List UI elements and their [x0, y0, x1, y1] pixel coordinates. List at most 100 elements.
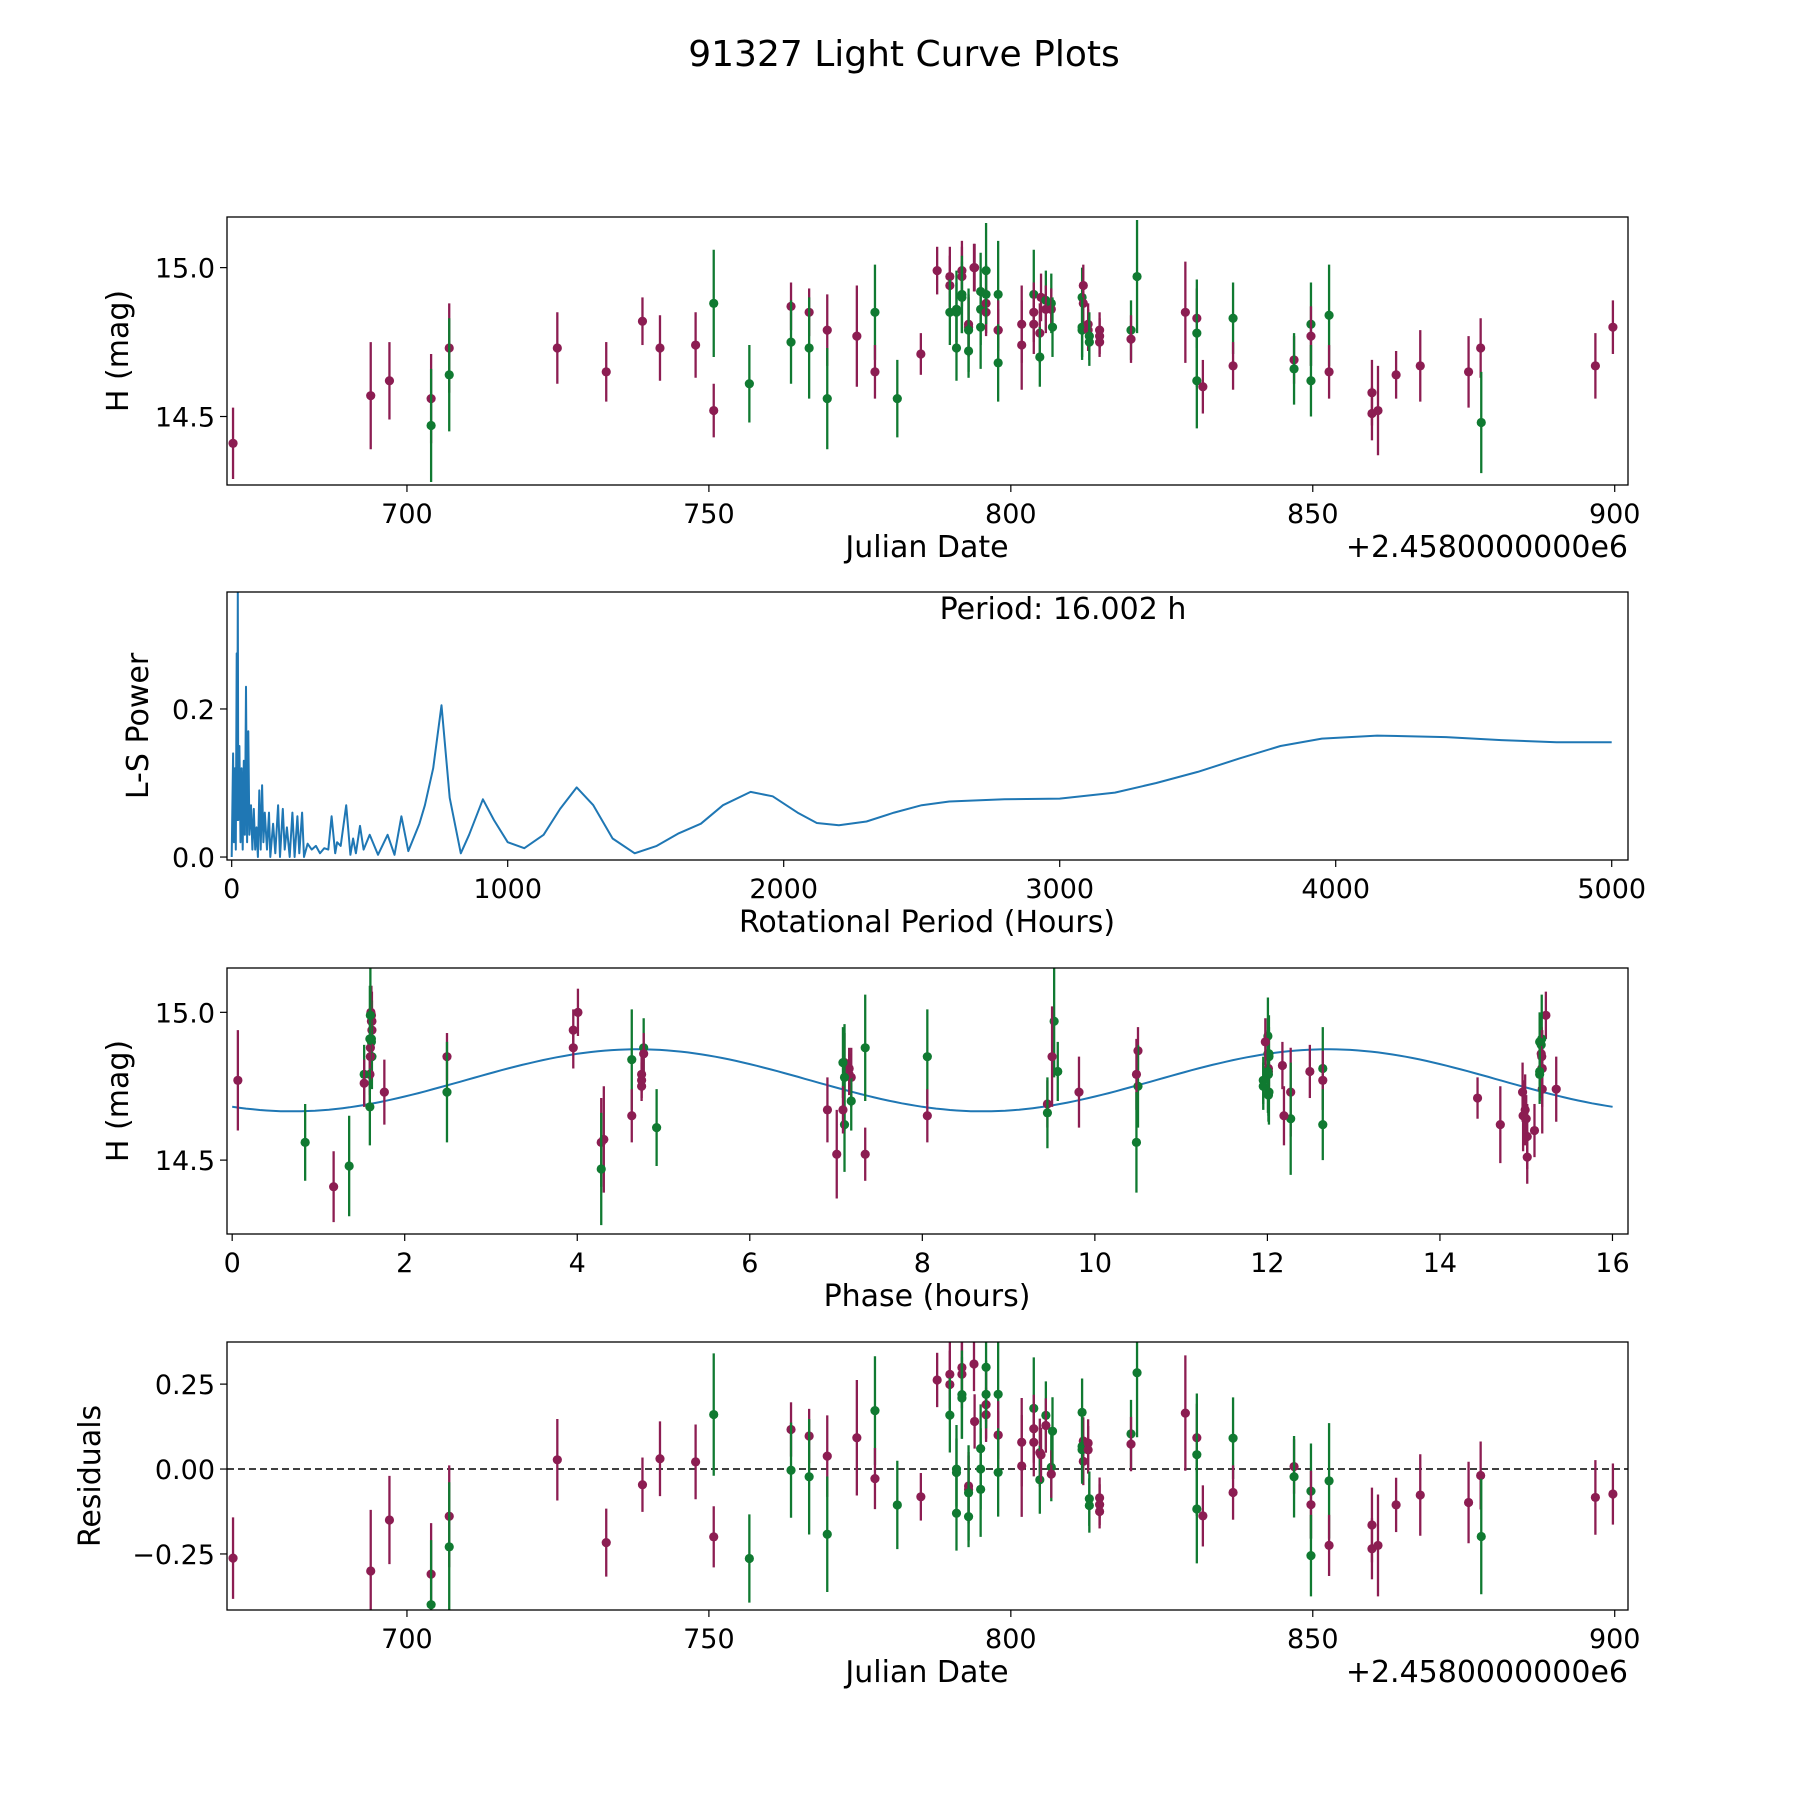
residual	[969, 1342, 979, 1392]
phased-observation	[652, 1089, 662, 1167]
data-point	[1095, 1506, 1105, 1517]
residual	[1017, 1415, 1027, 1517]
data-point	[1277, 1060, 1288, 1071]
data-point	[228, 1553, 238, 1563]
data-point	[951, 1467, 962, 1478]
y-axis-label: L-S Power	[121, 652, 156, 799]
data-point	[709, 298, 719, 308]
data-point	[1036, 1450, 1046, 1460]
observation	[852, 285, 862, 387]
data-point	[846, 1096, 856, 1106]
data-point	[951, 307, 962, 317]
data-point	[932, 266, 942, 276]
data-point	[639, 1049, 649, 1059]
residual	[1047, 1397, 1058, 1466]
observation	[932, 246, 942, 295]
phased-observation	[573, 988, 583, 1036]
phased-observation	[300, 1103, 310, 1181]
x-axis-label: Rotational Period (Hours)	[739, 905, 1115, 940]
residual	[1083, 1426, 1093, 1474]
data-point	[552, 1455, 562, 1465]
data-point	[1228, 1433, 1238, 1443]
data-point	[1258, 1081, 1268, 1091]
data-point	[1476, 1470, 1486, 1481]
residual	[1029, 1408, 1039, 1477]
residual	[852, 1379, 862, 1496]
data-point	[379, 1087, 389, 1097]
residual	[1289, 1435, 1299, 1518]
data-point	[573, 1007, 583, 1017]
x-tick-label: 2000	[749, 874, 818, 905]
data-point	[1608, 1489, 1618, 1499]
data-point	[233, 1075, 243, 1085]
observation	[1306, 345, 1316, 417]
observation	[870, 345, 880, 399]
data-point	[1373, 1540, 1383, 1551]
data-point	[1035, 1475, 1045, 1485]
data-point	[329, 1182, 339, 1192]
y-tick-label: 15.0	[155, 254, 215, 285]
observation	[1463, 336, 1474, 408]
data-point	[1324, 1476, 1334, 1486]
observation	[444, 318, 454, 432]
data-point	[860, 1043, 870, 1053]
observation	[1084, 318, 1094, 366]
residual	[1608, 1463, 1618, 1525]
residual	[916, 1473, 926, 1521]
phased-observation	[1131, 1092, 1142, 1193]
data-point	[822, 1451, 832, 1461]
observation	[709, 249, 719, 357]
observation	[691, 312, 701, 378]
data-point	[1517, 1087, 1528, 1097]
phased-observation	[1517, 1062, 1528, 1122]
data-point	[1476, 1531, 1486, 1542]
plot-area	[228, 219, 1618, 483]
plot-area	[232, 968, 1613, 1226]
data-point	[426, 420, 436, 431]
data-point	[1132, 271, 1142, 282]
x-tick-label: 5000	[1577, 874, 1646, 905]
data-point	[1192, 376, 1202, 386]
data-point	[822, 1105, 833, 1115]
data-point	[691, 340, 701, 350]
residual	[384, 1475, 395, 1565]
data-point	[1463, 367, 1474, 377]
x-tick-label: 10	[1078, 1248, 1112, 1279]
residual	[822, 1476, 832, 1593]
phased-observation	[1305, 1044, 1315, 1099]
x-tick-label: 6	[741, 1248, 758, 1279]
data-point	[444, 1542, 454, 1552]
data-point	[384, 1515, 395, 1525]
x-tick-label: 800	[985, 499, 1037, 530]
data-point	[655, 1454, 665, 1464]
data-point	[1029, 1437, 1039, 1447]
data-point	[1289, 364, 1299, 374]
data-point	[1306, 376, 1316, 386]
residual	[1324, 1514, 1334, 1576]
data-point	[860, 1149, 870, 1159]
x-axis-label: Phase (hours)	[824, 1279, 1031, 1314]
axes-frame	[226, 967, 1629, 1235]
period-annotation: Period: 16.002 h	[940, 592, 1187, 627]
data-point	[1192, 1504, 1202, 1514]
data-point	[839, 1120, 850, 1130]
observation	[1228, 342, 1238, 390]
data-point	[1095, 337, 1105, 347]
data-point	[951, 1508, 962, 1518]
data-point	[1306, 1500, 1316, 1510]
residual	[601, 1508, 611, 1577]
data-point	[1047, 1052, 1057, 1062]
data-point	[993, 289, 1003, 300]
data-point	[981, 289, 991, 300]
data-point	[1522, 1152, 1532, 1162]
data-point	[691, 1457, 701, 1467]
data-point	[1180, 307, 1190, 317]
data-point	[1324, 310, 1334, 320]
data-point	[384, 376, 395, 386]
phased-observation	[344, 1115, 354, 1217]
observation	[228, 407, 238, 480]
data-point	[637, 1480, 648, 1490]
data-point	[359, 1078, 369, 1088]
phased-observation	[1260, 1018, 1270, 1066]
